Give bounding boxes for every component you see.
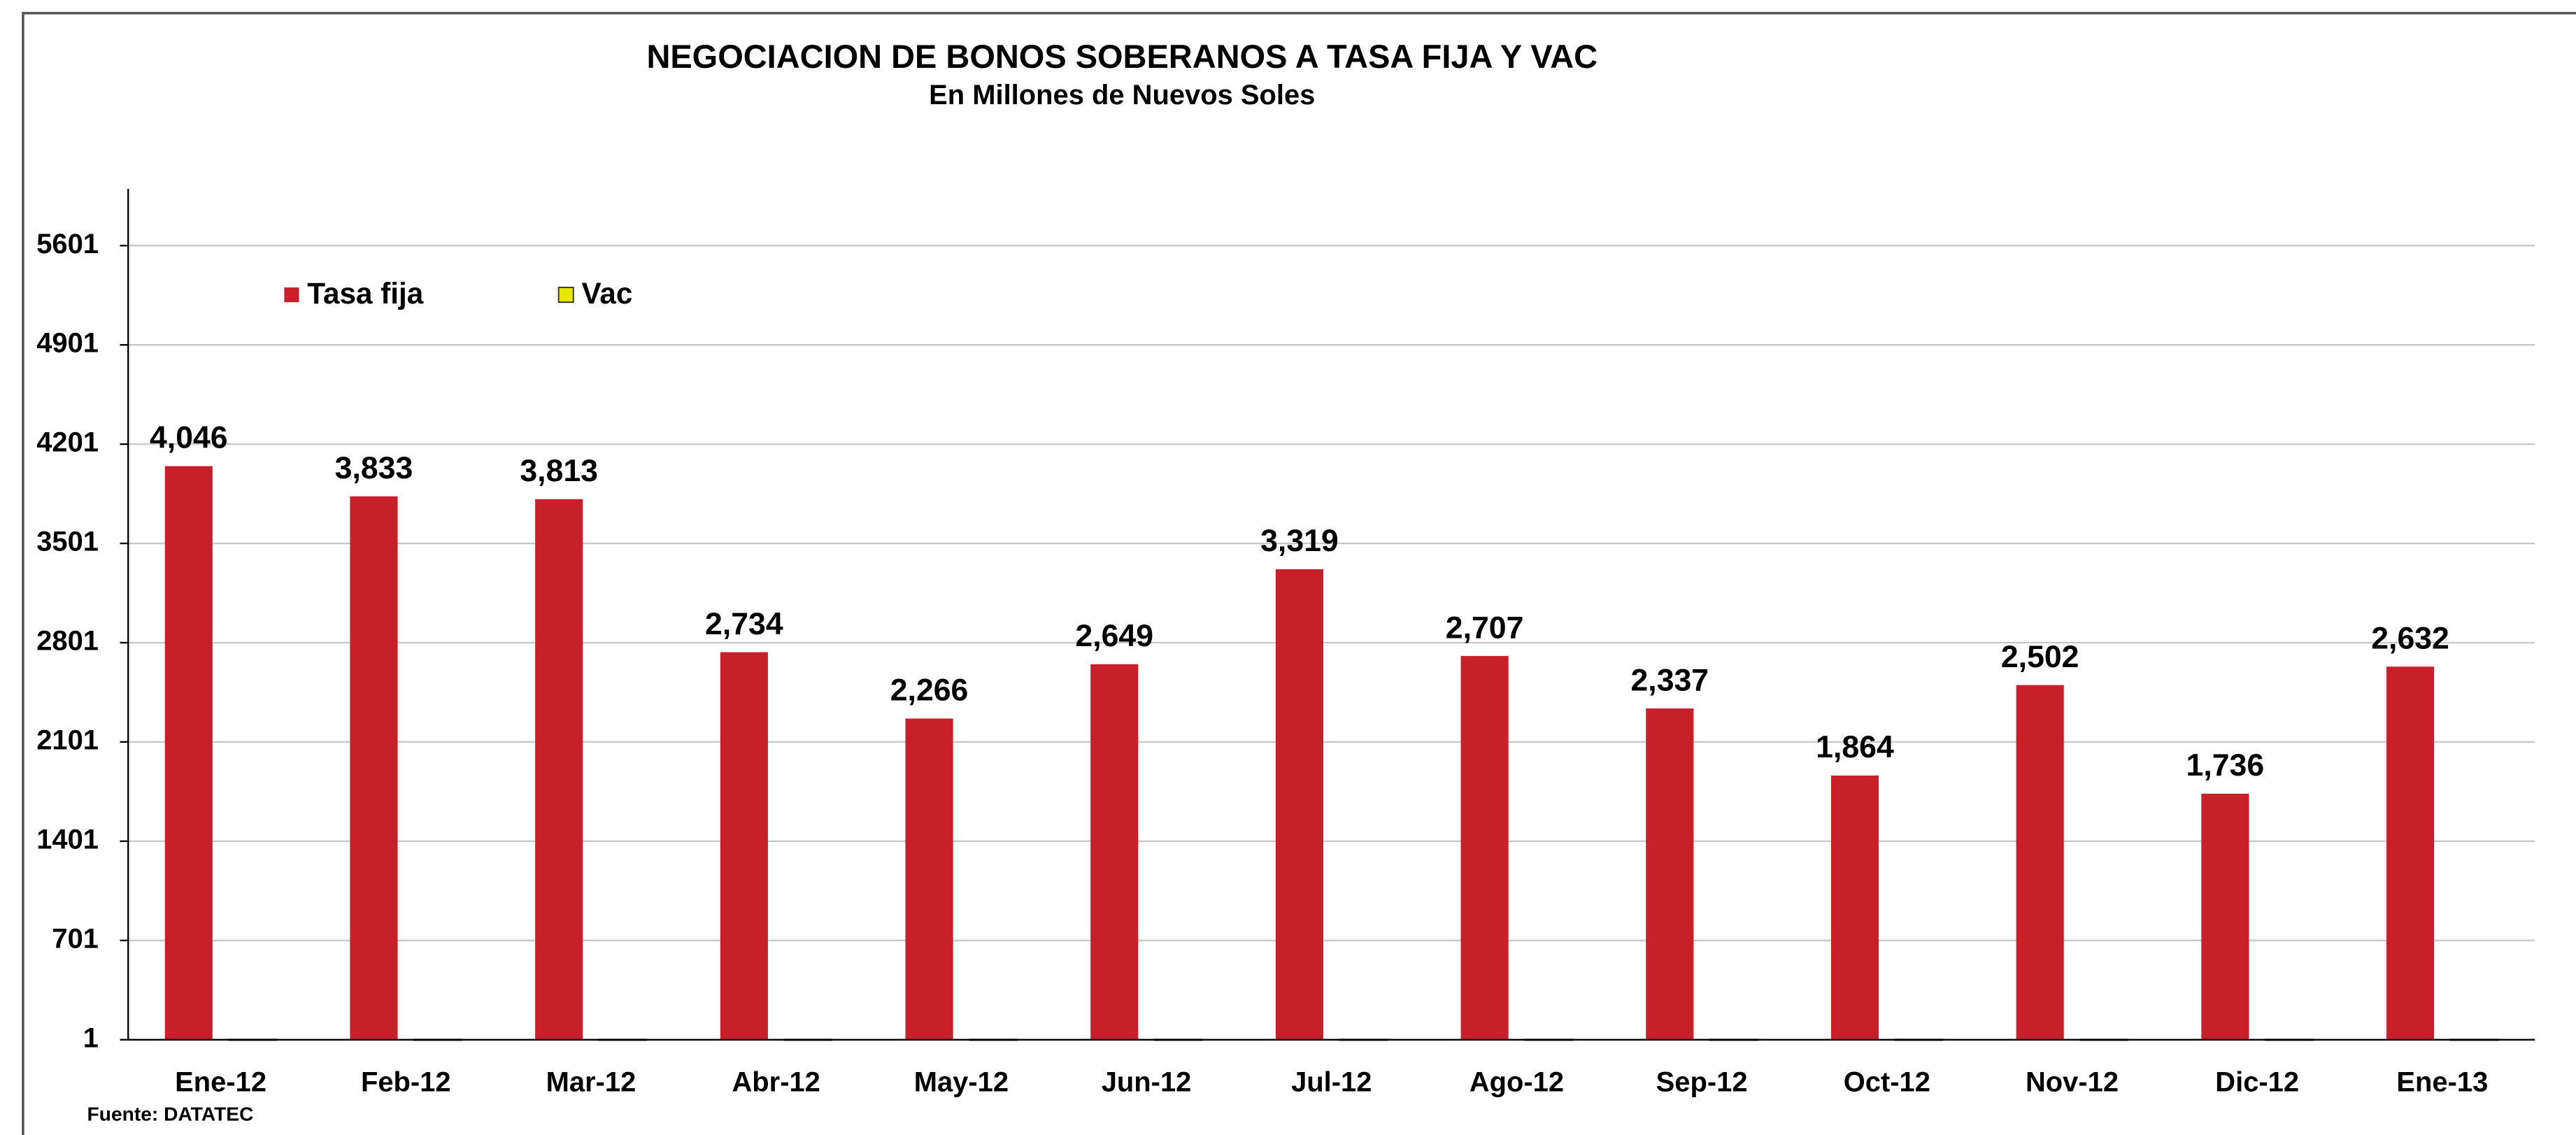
y-tick-label: 3501 bbox=[36, 527, 99, 557]
data-label: 2,649 bbox=[1075, 619, 1153, 653]
data-label: 4,046 bbox=[150, 421, 228, 455]
y-tick-label: 2801 bbox=[36, 626, 99, 657]
x-tick-label: Feb-12 bbox=[361, 1067, 451, 1098]
bar bbox=[2386, 666, 2435, 1040]
x-tick-label: Jul-12 bbox=[1291, 1067, 1372, 1098]
data-label: 1,864 bbox=[1816, 730, 1894, 764]
y-tick-label: 1 bbox=[83, 1022, 99, 1053]
bar bbox=[2201, 793, 2249, 1040]
y-tick-label: 1401 bbox=[36, 824, 99, 855]
chart-title: NEGOCIACION DE BONOS SOBERANOS A TASA FI… bbox=[646, 38, 1597, 75]
data-label: 3,319 bbox=[1260, 524, 1339, 558]
legend-label: Vac bbox=[582, 277, 633, 310]
bar bbox=[720, 652, 768, 1040]
data-label: 2,266 bbox=[890, 673, 969, 708]
data-label: 3,833 bbox=[335, 451, 413, 485]
x-tick-label: Abr-12 bbox=[732, 1067, 820, 1098]
data-label: 2,502 bbox=[2001, 640, 2079, 674]
y-tick-label: 4901 bbox=[36, 328, 99, 359]
data-label: 1,736 bbox=[2186, 748, 2265, 783]
bar bbox=[350, 496, 398, 1040]
bar bbox=[1090, 664, 1139, 1040]
bar bbox=[1460, 656, 1509, 1040]
frame bbox=[22, 12, 2576, 1135]
legend-swatch bbox=[284, 287, 299, 303]
data-label: 3,813 bbox=[520, 454, 598, 488]
source: Fuente: DATATEC bbox=[87, 1102, 254, 1125]
data-label: 2,734 bbox=[705, 607, 783, 641]
bar bbox=[1275, 569, 1323, 1040]
data-label: 2,707 bbox=[1446, 611, 1524, 645]
data-label: 2,632 bbox=[2371, 621, 2449, 655]
y-tick-label: 701 bbox=[52, 923, 99, 954]
x-tick-label: Mar-12 bbox=[546, 1067, 636, 1098]
y-tick-label: 2101 bbox=[36, 724, 99, 755]
bar bbox=[1646, 708, 1694, 1040]
legend-swatch bbox=[557, 287, 574, 304]
x-tick-label: Dic-12 bbox=[2215, 1067, 2299, 1098]
x-tick-label: Ene-13 bbox=[2396, 1067, 2488, 1098]
y-tick-label: 5601 bbox=[36, 229, 99, 259]
bar bbox=[164, 466, 213, 1040]
x-tick-label: Jun-12 bbox=[1102, 1067, 1192, 1098]
x-tick-label: Sep-12 bbox=[1656, 1067, 1748, 1098]
x-tick-label: May-12 bbox=[914, 1067, 1009, 1098]
x-tick-label: Nov-12 bbox=[2026, 1067, 2119, 1098]
chart-subtitle: En Millones de Nuevos Soles bbox=[929, 80, 1315, 110]
x-tick-label: Ene-12 bbox=[175, 1067, 266, 1098]
bar bbox=[2016, 685, 2064, 1040]
legend-label: Tasa fija bbox=[307, 277, 424, 310]
x-tick-label: Oct-12 bbox=[1844, 1067, 1930, 1098]
data-label: 2,337 bbox=[1630, 663, 1709, 697]
bar bbox=[535, 499, 583, 1040]
bar bbox=[1830, 775, 1879, 1040]
bar bbox=[905, 718, 953, 1040]
x-tick-label: Ago-12 bbox=[1470, 1067, 1564, 1098]
y-tick-label: 4201 bbox=[36, 427, 99, 458]
